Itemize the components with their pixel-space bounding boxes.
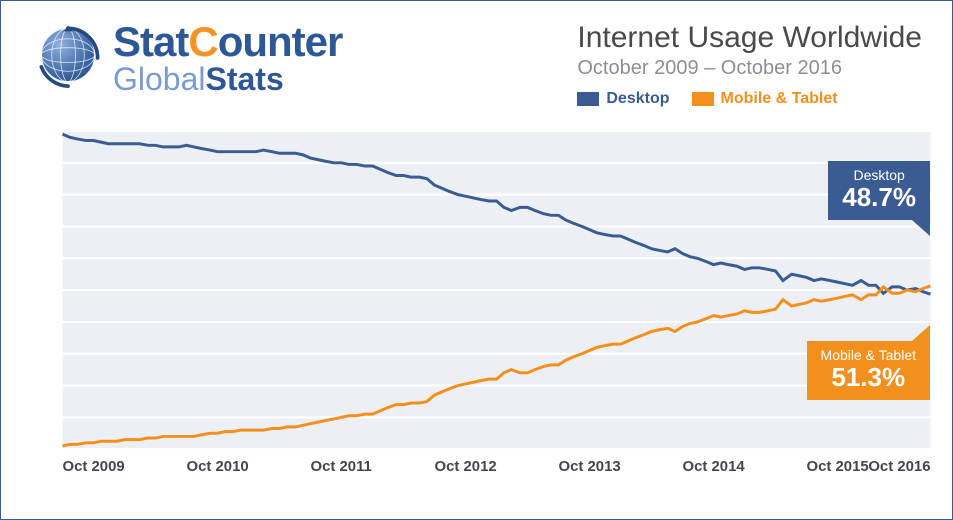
x-axis-label: Oct 2012 [434, 459, 496, 475]
x-axis-label: Oct 2015 [807, 459, 869, 475]
chart-card: StatCounter GlobalStats Internet Usage W… [0, 0, 953, 520]
callout-value: 48.7% [842, 183, 916, 212]
legend-item: Desktop [577, 90, 669, 108]
logo-letter-c: C [188, 18, 217, 65]
legend-item: Mobile & Tablet [692, 90, 838, 108]
title-block: Internet Usage Worldwide October 2009 – … [577, 21, 922, 121]
x-axis-label: Oct 2014 [683, 459, 746, 475]
x-axis-label: Oct 2010 [186, 459, 248, 475]
callout-tail-icon [912, 325, 930, 341]
logo-line2: GlobalStats [113, 63, 342, 95]
logo-word-stats: Stats [206, 61, 284, 97]
x-axis-label: Oct 2016 [868, 459, 930, 475]
chart-title: Internet Usage Worldwide [577, 21, 922, 55]
chart-area: 0%10%20%30%40%50%60%70%80%90%100%Oct 200… [61, 131, 932, 479]
callout-value: 51.3% [821, 363, 916, 392]
logo-word-global: Global [113, 61, 206, 97]
callout-label: Mobile & Tablet [821, 347, 916, 363]
callout-tail-icon [912, 220, 930, 236]
logo-word-ounter: ounter [218, 18, 343, 65]
header: StatCounter GlobalStats Internet Usage W… [1, 1, 952, 121]
logo-line1: StatCounter [113, 21, 342, 63]
legend-label: Desktop [606, 90, 669, 108]
callout-label: Desktop [842, 167, 916, 183]
x-axis-label: Oct 2011 [310, 459, 371, 475]
x-axis-label: Oct 2009 [62, 459, 124, 475]
chart-subtitle: October 2009 – October 2016 [577, 57, 922, 80]
legend: Desktop Mobile & Tablet [577, 90, 922, 108]
legend-swatch [577, 92, 599, 106]
legend-swatch [692, 92, 714, 106]
callout-box: Desktop48.7% [828, 161, 930, 220]
globe-icon [31, 21, 105, 95]
logo-text: StatCounter GlobalStats [113, 21, 342, 95]
x-axis-label: Oct 2013 [559, 459, 621, 475]
logo: StatCounter GlobalStats [31, 21, 342, 121]
callout-box: Mobile & Tablet51.3% [807, 341, 930, 400]
line-chart: 0%10%20%30%40%50%60%70%80%90%100%Oct 200… [61, 131, 932, 479]
logo-word-stat: Stat [113, 18, 188, 65]
legend-label: Mobile & Tablet [721, 90, 838, 108]
